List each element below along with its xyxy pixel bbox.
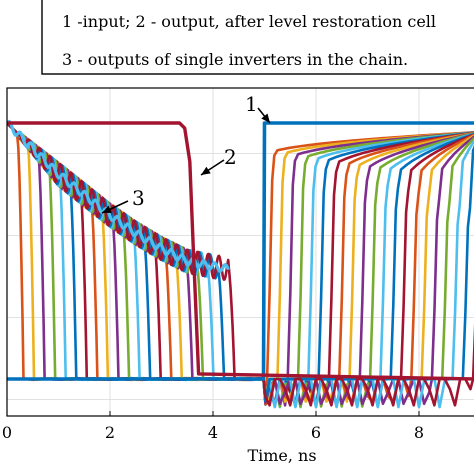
annotation-1-arrowhead	[261, 113, 270, 123]
x-axis-label: Time, ns	[247, 446, 316, 465]
x-tick-label-4: 8	[414, 423, 424, 442]
annotations: 1 2 3	[101, 92, 271, 214]
series-3-inverter-21	[7, 122, 474, 407]
legend-line-1: 1 -input; 2 - output, after level restor…	[62, 12, 436, 31]
annotation-1-label: 1	[245, 92, 258, 116]
x-tick-label-0: 0	[2, 423, 12, 442]
annotation-3-arrowhead	[102, 205, 112, 213]
annotation-3-label: 3	[132, 186, 145, 210]
series-1-line	[7, 121, 474, 381]
series-3-envelope	[7, 119, 230, 274]
x-ticks: 0 2 4 6 8	[2, 411, 424, 442]
x-tick-label-2: 4	[208, 423, 218, 442]
annotation-2-label: 2	[224, 145, 237, 169]
legend: 1 -input; 2 - output, after level restor…	[41, 0, 474, 75]
x-tick-label-1: 2	[105, 423, 115, 442]
x-tick-label-3: 6	[311, 423, 321, 442]
legend-line-2: 3 - outputs of single inverters in the c…	[62, 50, 408, 69]
annotation-2-arrowhead	[201, 166, 211, 175]
series-group	[7, 119, 474, 409]
series-3-inverter-14	[7, 122, 474, 393]
plot-frame	[6, 87, 474, 417]
legend-box	[41, 0, 474, 75]
series-2-line	[7, 121, 474, 381]
